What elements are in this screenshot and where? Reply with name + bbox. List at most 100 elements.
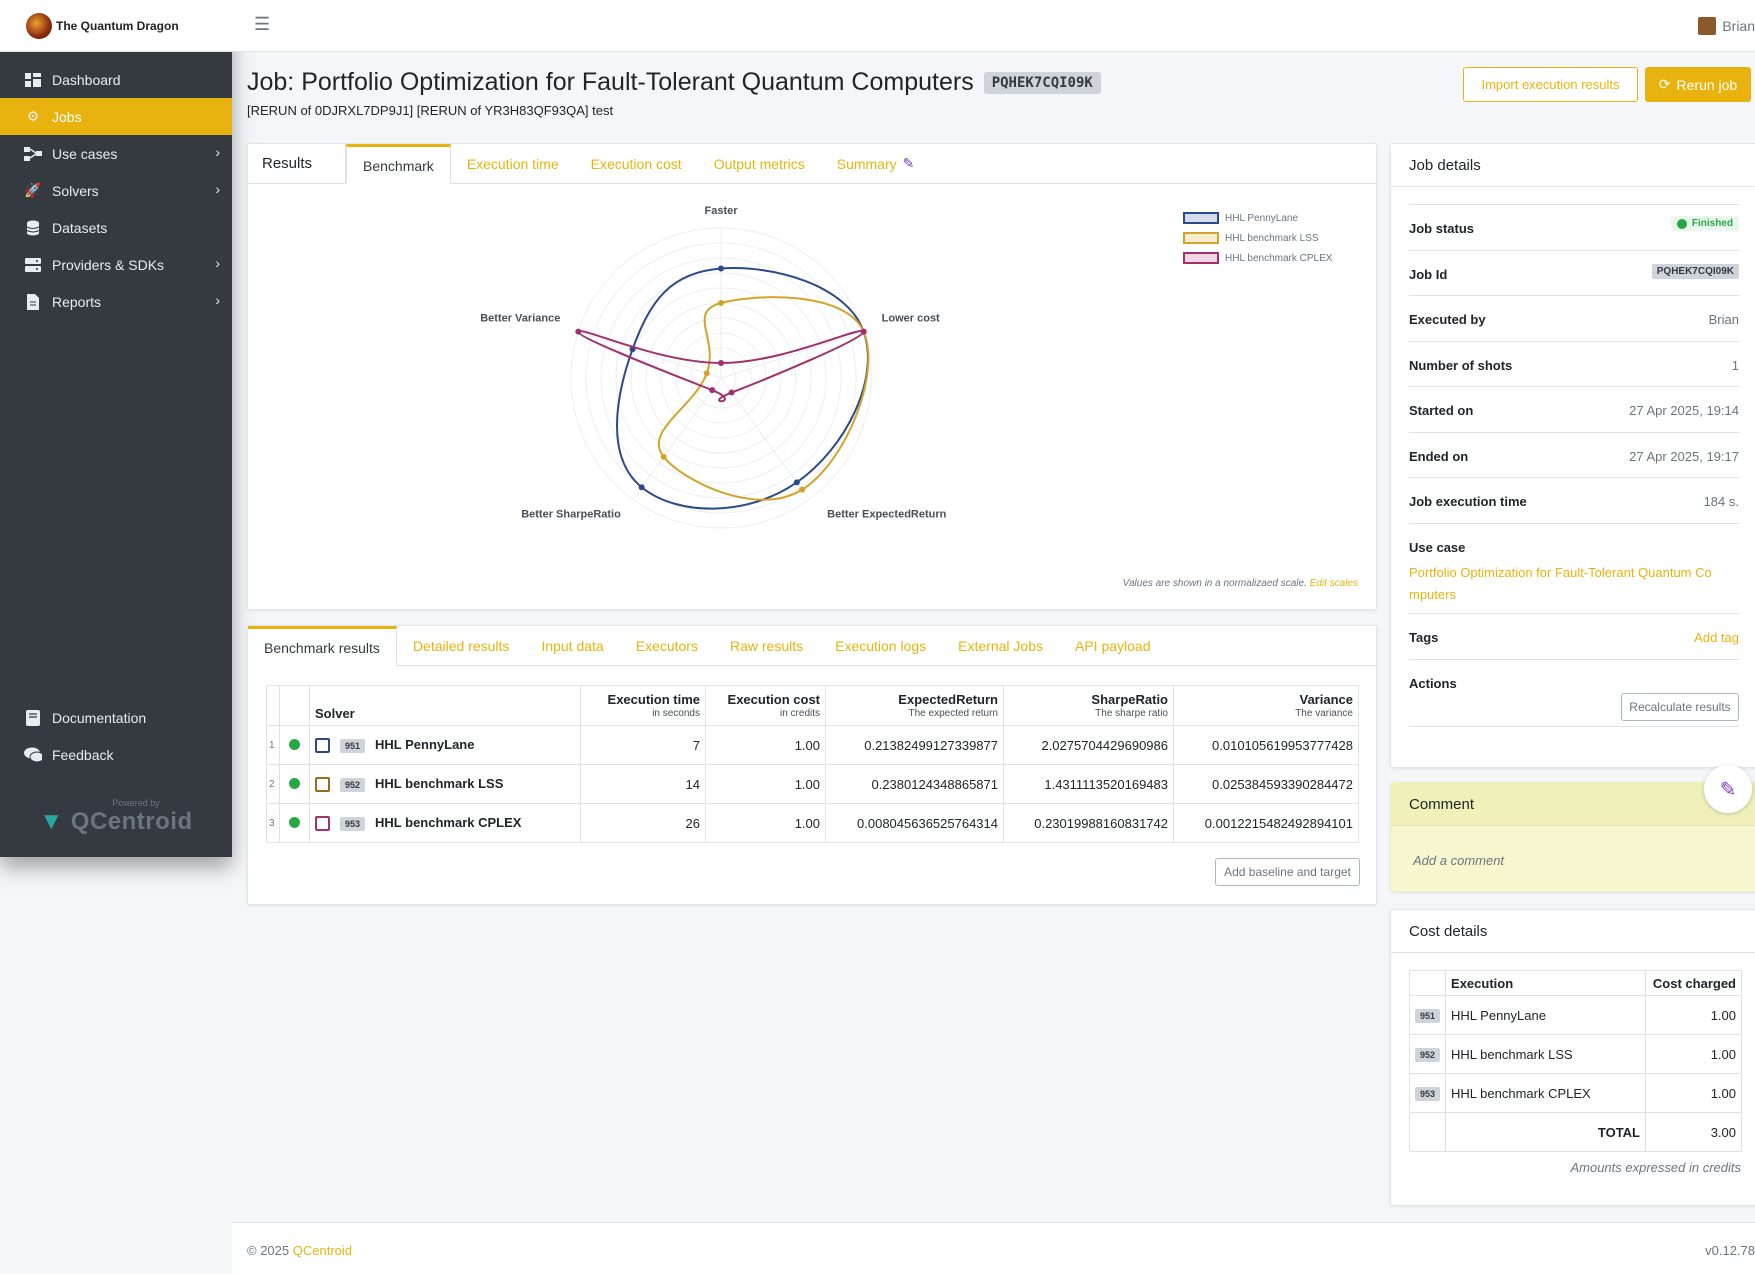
chart-note: Values are shown in a normalizaed scale.… (1123, 578, 1358, 589)
tab-benchmark[interactable]: Benchmark (346, 144, 451, 184)
benchmark-results-card: Benchmark results Detailed results Input… (247, 625, 1377, 905)
table-header-execution-time[interactable]: Execution time in seconds (580, 685, 706, 726)
cost-cell: 1.00 (1645, 995, 1742, 1035)
execution-name-cell: HHL PennyLane (1445, 995, 1646, 1035)
tab-detailed-results[interactable]: Detailed results (412, 637, 510, 654)
legend-label: HHL benchmark CPLEX (1225, 252, 1333, 264)
tab-execution-cost[interactable]: Execution cost (590, 155, 682, 172)
results-tabs: Benchmark results Detailed results Input… (248, 626, 1376, 666)
use-case-link[interactable]: Portfolio Optimization for Fault-Toleran… (1409, 562, 1712, 606)
table-row[interactable]: 1 951 HHL PennyLane 7 1.00 0.213824991273… (266, 725, 1359, 765)
status-cell (279, 803, 310, 843)
legend-swatch (1183, 232, 1219, 244)
rerun-job-label: Rerun job (1676, 76, 1738, 93)
tab-raw-results[interactable]: Raw results (729, 637, 804, 654)
page-title-text: Job: Portfolio Optimization for Fault-To… (247, 68, 974, 96)
table-header-sharpe-ratio-sub: The sharpe ratio (1095, 708, 1168, 719)
use-case-line1: Portfolio Optimization for Fault-Toleran… (1409, 565, 1712, 580)
sidebar-item-datasets[interactable]: Datasets (0, 209, 232, 246)
detail-value: 1 (1731, 358, 1739, 373)
recalculate-results-button[interactable]: Recalculate results (1621, 693, 1739, 721)
detail-label: Job Id (1409, 267, 1448, 282)
table-header-solver[interactable]: Solver (309, 685, 581, 726)
solver-cell[interactable]: 953 HHL benchmark CPLEX (309, 803, 581, 843)
sidebar-item-jobs[interactable]: ⚙ Jobs (0, 98, 232, 135)
series-line (577, 329, 865, 403)
brand[interactable]: The Quantum Dragon (0, 0, 232, 52)
job-details-title: Job details (1391, 144, 1755, 187)
tab-executors[interactable]: Executors (635, 637, 698, 654)
sharpe-ratio-cell: 0.23019988160831742 (1003, 803, 1174, 843)
rerun-job-button[interactable]: ⟳ Rerun job (1645, 67, 1751, 102)
comment-input[interactable]: Add a comment (1413, 853, 1505, 868)
tab-external-jobs[interactable]: External Jobs (958, 637, 1043, 654)
edit-scales-link[interactable]: Edit scales (1309, 578, 1358, 589)
table-header-sharpe-ratio[interactable]: SharpeRatio The sharpe ratio (1003, 685, 1174, 726)
solver-cell[interactable]: 951 HHL PennyLane (309, 725, 581, 765)
book-icon (24, 709, 42, 726)
tab-benchmark-results[interactable]: Benchmark results (248, 626, 397, 666)
legend-swatch (1183, 212, 1219, 224)
sidebar-item-documentation[interactable]: Documentation (0, 699, 232, 736)
sidebar-item-label: Providers & SDKs (52, 256, 165, 273)
page-subtitle: [RERUN of 0DJRXL7DP9J1] [RERUN of YR3H83… (247, 103, 614, 118)
series-color-swatch (315, 777, 330, 793)
legend-item[interactable]: HHL benchmark LSS (1183, 228, 1332, 248)
avatar (1698, 17, 1717, 35)
table-header-execution-cost[interactable]: Execution cost in credits (705, 685, 826, 726)
footer-brand-link[interactable]: QCentroid (292, 1243, 352, 1258)
solver-cell[interactable]: 952 HHL benchmark LSS (309, 764, 581, 804)
table-row[interactable]: 2 952 HHL benchmark LSS 14 1.00 0.2380124… (266, 764, 1359, 804)
table-header-expected-return[interactable]: ExpectedReturn The expected return (825, 685, 1004, 726)
table-header-variance-sub: The variance (1295, 708, 1353, 719)
tab-summary[interactable]: Summary ✎ (821, 144, 931, 183)
data-point (575, 328, 582, 335)
sidebar-item-solvers[interactable]: 🚀 Solvers › (0, 172, 232, 209)
tab-input-data[interactable]: Input data (541, 637, 604, 654)
table-header-variance[interactable]: Variance The variance (1173, 685, 1359, 726)
comments-icon (24, 747, 42, 763)
add-baseline-button[interactable]: Add baseline and target (1215, 858, 1360, 886)
sidebar-item-reports[interactable]: Reports › (0, 283, 232, 320)
detail-row-status: Job status Finished (1409, 204, 1739, 250)
row-index: 1 (266, 725, 280, 765)
variance-cell: 0.025384593390284472 (1173, 764, 1359, 804)
sidebar-item-label: Documentation (52, 709, 147, 726)
magic-wand-button[interactable]: ✎ (1704, 765, 1752, 813)
sidebar-item-dashboard[interactable]: Dashboard (0, 61, 232, 98)
tab-output-metrics[interactable]: Output metrics (713, 155, 805, 172)
footer-copyright: © 2025 QCentroid (247, 1243, 352, 1258)
table-header-solver-title: Solver (315, 706, 355, 721)
hamburger-menu-icon[interactable]: ☰ (254, 14, 271, 34)
detail-label: Use case (1409, 540, 1466, 555)
legend-item[interactable]: HHL benchmark CPLEX (1183, 248, 1332, 268)
add-tag-link[interactable]: Add tag (1694, 630, 1739, 645)
execution-badge: 952 (1415, 1047, 1441, 1062)
user-menu[interactable]: Brian (1698, 17, 1755, 35)
sidebar-item-label: Jobs (52, 108, 82, 125)
footer: © 2025 QCentroid v0.12.78 (232, 1222, 1755, 1274)
tab-execution-time[interactable]: Execution time (466, 155, 559, 172)
legend-item[interactable]: HHL PennyLane (1183, 208, 1332, 228)
detail-row-shots: Number of shots 1 (1409, 341, 1739, 386)
user-name: Brian (1722, 18, 1755, 34)
sidebar-item-providers[interactable]: Providers & SDKs › (0, 246, 232, 283)
table-header-sharpe-ratio-title: SharpeRatio (1091, 692, 1168, 707)
detail-label: Tags (1409, 630, 1439, 645)
data-point (718, 300, 724, 306)
detail-row-job-id: Job Id PQHEK7CQI09K (1409, 250, 1739, 295)
tab-execution-logs[interactable]: Execution logs (835, 637, 927, 654)
grid-spoke (632, 377, 722, 500)
execution-badge: 953 (340, 816, 366, 831)
detail-label: Ended on (1409, 449, 1469, 464)
table-row[interactable]: 3 953 HHL benchmark CPLEX 26 1.00 0.00804… (266, 803, 1359, 843)
execution-badge: 952 (340, 777, 366, 792)
import-execution-results-button[interactable]: Import execution results (1463, 67, 1638, 102)
data-point (718, 265, 724, 272)
total-value: 3.00 (1645, 1112, 1742, 1152)
magic-wand-icon: ✎ (902, 155, 915, 171)
tab-api-payload[interactable]: API payload (1075, 637, 1151, 654)
sidebar-item-feedback[interactable]: Feedback (0, 736, 232, 773)
sidebar-item-use-cases[interactable]: Use cases › (0, 135, 232, 172)
copyright-text: © 2025 (247, 1243, 290, 1258)
